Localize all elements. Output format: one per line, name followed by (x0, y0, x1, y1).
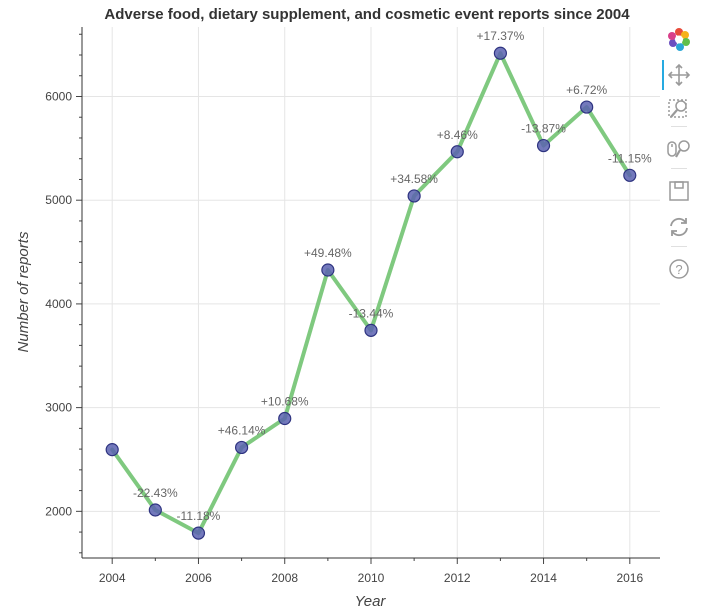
data-label: -22.43% (133, 486, 178, 500)
x-tick-label: 2008 (271, 571, 298, 585)
data-label: -13.87% (521, 122, 566, 136)
chart-title: Adverse food, dietary supplement, and co… (104, 6, 630, 23)
bokeh-logo-icon[interactable] (666, 26, 692, 52)
svg-text:?: ? (675, 262, 682, 277)
data-label: -11.15% (608, 151, 652, 165)
data-label: +10.68% (261, 395, 309, 409)
x-tick-label: 2016 (616, 571, 643, 585)
data-point (234, 440, 249, 455)
data-label: -13.44% (349, 306, 394, 320)
x-tick-label: 2004 (99, 571, 126, 585)
data-label: +46.14% (218, 423, 266, 437)
data-point (278, 411, 292, 426)
data-point (580, 100, 594, 114)
data-point (407, 189, 421, 203)
x-tick-label: 2014 (530, 571, 557, 585)
series-layer (105, 46, 637, 540)
data-label: -11.18% (177, 509, 221, 523)
box-zoom-icon[interactable] (666, 96, 692, 122)
y-tick-label: 2000 (45, 504, 72, 518)
toolbar-separator (671, 246, 687, 247)
toolbar-separator (671, 126, 687, 127)
save-icon[interactable] (666, 178, 692, 204)
pan-icon[interactable] (666, 62, 692, 88)
data-point (105, 443, 119, 457)
x-axis-label: Year (355, 593, 387, 610)
reset-icon[interactable] (666, 214, 692, 240)
data-point (364, 323, 378, 337)
data-point (191, 526, 206, 540)
data-point (493, 46, 508, 60)
data-label: +6.72% (566, 83, 607, 97)
x-tick-label: 2010 (358, 571, 385, 585)
y-tick-label: 5000 (45, 193, 72, 207)
x-tick-label: 2006 (185, 571, 212, 585)
y-tick-label: 4000 (45, 297, 72, 311)
data-labels-layer: -22.43% -11.18% +46.14% +10.68% +49.48% -13.4… (133, 29, 652, 523)
data-point (450, 145, 464, 159)
active-tool-indicator (662, 60, 664, 90)
data-label: +49.48% (304, 246, 352, 260)
x-tick-label: 2012 (444, 571, 471, 585)
wheel-zoom-icon[interactable] (666, 136, 692, 162)
toolbar-separator (671, 168, 687, 169)
y-tick-label: 6000 (45, 89, 72, 103)
data-point (148, 503, 162, 517)
y-axis-label: Number of reports (15, 231, 32, 352)
data-label: +34.58% (390, 172, 438, 186)
data-label: +17.37% (477, 29, 525, 43)
grid-lines (82, 27, 660, 558)
axes: 2004 2006 2008 2010 2012 2014 2016 2000 3000 4000… (45, 27, 660, 585)
y-tick-label: 3000 (45, 401, 72, 415)
data-point (321, 263, 335, 277)
data-point (623, 168, 637, 182)
data-point (536, 138, 551, 153)
data-label: +8.46% (437, 128, 478, 142)
help-icon[interactable]: ? (666, 256, 692, 282)
